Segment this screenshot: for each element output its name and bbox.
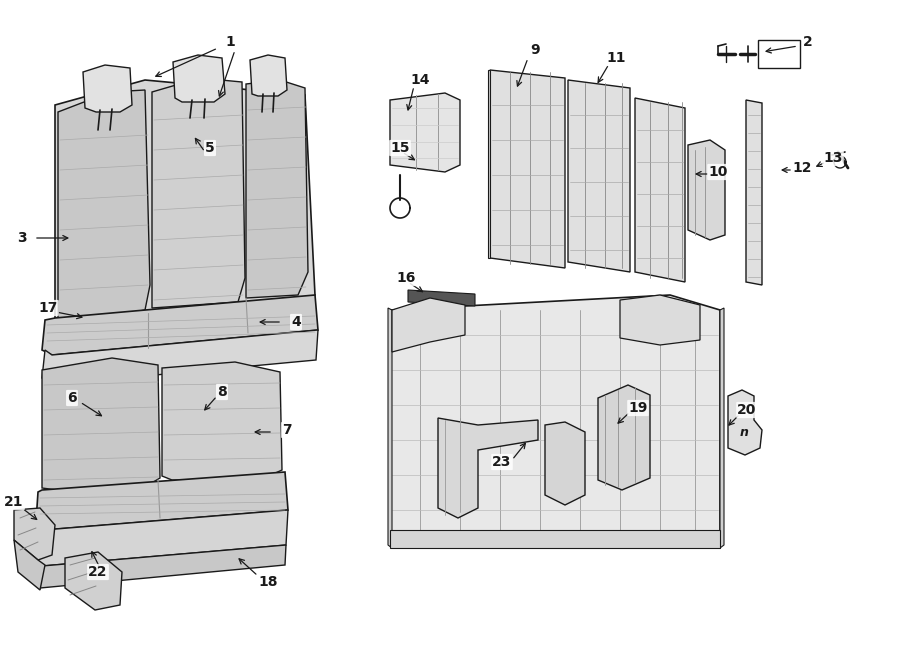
Polygon shape <box>246 80 308 298</box>
Polygon shape <box>55 80 315 320</box>
Polygon shape <box>388 308 392 548</box>
Polygon shape <box>173 55 225 102</box>
Polygon shape <box>65 552 122 610</box>
Polygon shape <box>438 418 538 518</box>
Polygon shape <box>250 55 287 96</box>
Text: 22: 22 <box>88 565 108 579</box>
Polygon shape <box>545 422 585 505</box>
Text: 18: 18 <box>258 575 278 589</box>
Text: 9: 9 <box>530 43 540 57</box>
Text: 8: 8 <box>217 385 227 399</box>
Text: 5: 5 <box>205 141 215 155</box>
Polygon shape <box>746 100 762 285</box>
Polygon shape <box>635 98 685 282</box>
Polygon shape <box>58 90 150 320</box>
Polygon shape <box>14 508 55 560</box>
Polygon shape <box>758 40 800 68</box>
Text: 15: 15 <box>391 141 410 155</box>
Polygon shape <box>42 295 318 355</box>
Text: 13: 13 <box>824 151 842 165</box>
Polygon shape <box>32 545 286 588</box>
Polygon shape <box>83 65 132 112</box>
Polygon shape <box>34 510 288 566</box>
Text: 1: 1 <box>225 35 235 49</box>
Polygon shape <box>620 295 700 345</box>
Text: 16: 16 <box>396 271 416 285</box>
Polygon shape <box>390 93 460 172</box>
Text: 2: 2 <box>803 35 813 49</box>
Polygon shape <box>728 390 762 455</box>
Polygon shape <box>162 362 282 480</box>
Text: 6: 6 <box>68 391 76 405</box>
Text: 10: 10 <box>708 165 728 179</box>
Text: 11: 11 <box>607 51 625 65</box>
Polygon shape <box>598 385 650 490</box>
Polygon shape <box>390 295 720 548</box>
Polygon shape <box>14 540 45 590</box>
Text: 19: 19 <box>628 401 648 415</box>
Polygon shape <box>42 330 318 385</box>
Polygon shape <box>152 78 245 308</box>
Polygon shape <box>390 530 720 548</box>
Polygon shape <box>688 140 725 240</box>
Polygon shape <box>568 80 630 272</box>
Polygon shape <box>392 298 465 352</box>
Text: n: n <box>740 426 749 438</box>
Text: 17: 17 <box>39 301 58 315</box>
Polygon shape <box>488 70 490 258</box>
Polygon shape <box>36 472 288 530</box>
Text: 12: 12 <box>792 161 812 175</box>
Text: 4: 4 <box>291 315 301 329</box>
Text: 21: 21 <box>4 495 23 509</box>
Text: 3: 3 <box>17 231 27 245</box>
Text: 14: 14 <box>410 73 430 87</box>
Text: 20: 20 <box>737 403 757 417</box>
Polygon shape <box>42 358 160 492</box>
Text: 23: 23 <box>492 455 512 469</box>
Text: 7: 7 <box>283 423 292 437</box>
Polygon shape <box>408 290 475 306</box>
Polygon shape <box>490 70 565 268</box>
Polygon shape <box>720 308 724 548</box>
